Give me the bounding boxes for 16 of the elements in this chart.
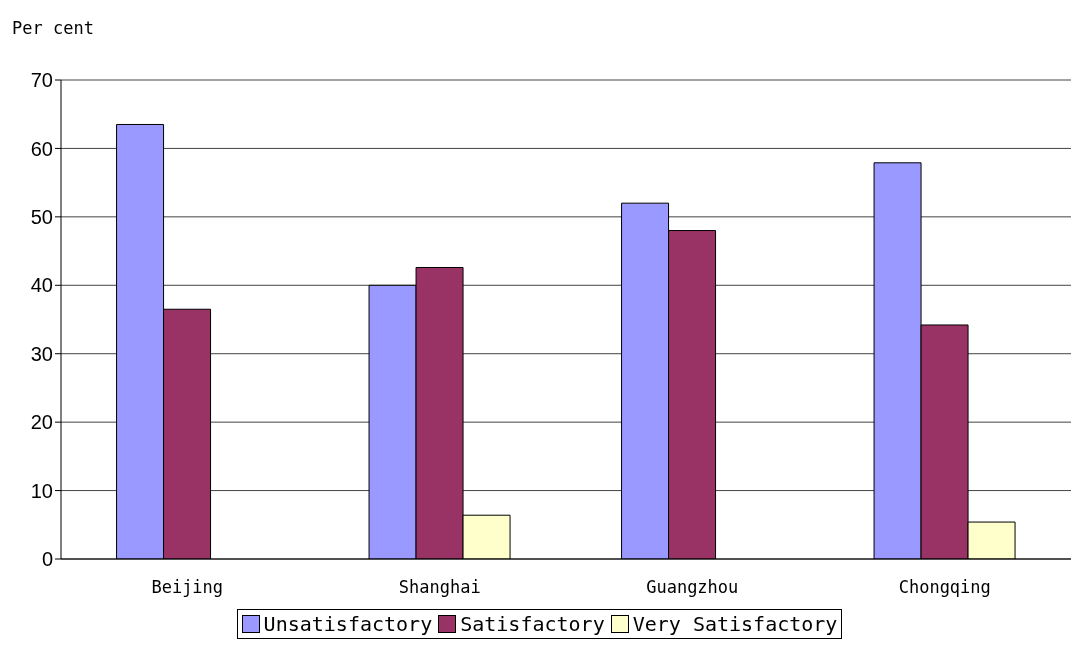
legend-label: Very Satisfactory [632,612,838,636]
y-tick-label: 30 [30,342,53,365]
y-tick-label: 10 [30,479,53,502]
y-tick-label: 60 [30,137,53,160]
y-tick-label: 50 [30,205,53,228]
x-tick-label: Shanghai [398,577,481,598]
x-tick-label: Chongqing [898,577,991,598]
y-axis-title: Per cent [12,18,94,38]
y-tick-label: 40 [30,274,53,297]
legend-label: Unsatisfactory [263,612,433,636]
legend-label: Satisfactory [460,612,605,636]
y-tick-label: 0 [41,548,53,571]
x-tick-label: Guangzhou [646,577,739,598]
x-tick-label: Beijing [151,577,224,598]
y-tick-label: 20 [30,411,53,434]
y-tick-label: 70 [30,69,53,92]
